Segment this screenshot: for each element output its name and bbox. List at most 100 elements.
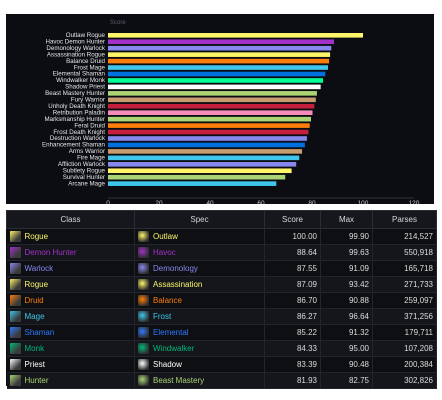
- bar: [108, 33, 363, 38]
- bar: [108, 91, 317, 96]
- category-label: Arcane Mage: [68, 180, 105, 187]
- spec-table-panel: Class Spec Score Max Parses Rogue Outlaw 1…: [6, 210, 437, 389]
- parses-value: 550,918: [372, 244, 437, 261]
- bar: [108, 174, 286, 180]
- parses-value: 200,384: [372, 356, 437, 373]
- table-row[interactable]: Monk Windwalker 84.33 95.00 107,208: [6, 340, 437, 357]
- table-row[interactable]: Warlock Demonology 87.55 91.09 165,718: [6, 260, 437, 277]
- class-name: Mage: [24, 312, 45, 321]
- windwalker-spec-icon: [138, 343, 149, 354]
- class-cell: Druid: [6, 292, 135, 309]
- daggers-icon: [9, 231, 21, 242]
- parses-value: 165,718: [372, 260, 437, 277]
- assassination-spec-icon: [138, 279, 149, 290]
- max-value: 90.48: [320, 356, 373, 373]
- score-chart-panel: Score Outlaw Rogue Havoc Demon Hunter Demon…: [6, 14, 434, 204]
- category-label: Windwalker Monk: [56, 77, 106, 84]
- mage-icon: [9, 311, 21, 322]
- parses-value: 371,256: [372, 308, 437, 325]
- class-cell: Demon Hunter: [6, 244, 135, 261]
- column-header-score[interactable]: Score: [264, 210, 321, 229]
- column-header-max[interactable]: Max: [320, 210, 373, 229]
- daggers-icon: [9, 279, 21, 290]
- balance-spec-icon: [138, 295, 149, 306]
- score-value: 88.64: [264, 244, 321, 261]
- demon-hunter-icon: [9, 247, 21, 258]
- category-label: Fury Warrior: [71, 97, 105, 104]
- x-tick-label: 80: [308, 200, 316, 204]
- score-value: 87.55: [264, 260, 321, 277]
- spec-name: Shadow: [153, 360, 182, 369]
- score-value: 81.93: [264, 372, 321, 389]
- spec-cell: Frost: [134, 308, 265, 325]
- bar: [108, 52, 331, 57]
- class-name: Druid: [24, 296, 44, 305]
- category-label: Unholy Death Knight: [48, 103, 105, 110]
- table-row[interactable]: Priest Shadow 83.39 90.48 200,384: [6, 356, 437, 373]
- category-label: Havoc Demon Hunter: [46, 38, 106, 45]
- category-label: Elemental Shaman: [53, 71, 106, 78]
- spec-name: Windwalker: [153, 344, 195, 353]
- spec-name: Frost: [153, 312, 172, 321]
- category-label: Outlaw Rogue: [66, 32, 106, 39]
- table-row[interactable]: Hunter Beast Mastery 81.93 82.75 302,826: [6, 372, 437, 389]
- shaman-icon: [9, 327, 21, 338]
- column-header-class[interactable]: Class: [6, 210, 135, 229]
- max-value: 95.00: [320, 340, 373, 357]
- table-row[interactable]: Demon Hunter Havoc 88.64 99.63 550,918: [6, 244, 437, 261]
- column-header-parses[interactable]: Parses: [372, 210, 437, 229]
- bar: [108, 123, 310, 128]
- max-value: 93.42: [320, 276, 373, 293]
- score-value: 83.39: [264, 356, 321, 373]
- column-header-spec[interactable]: Spec: [134, 210, 265, 229]
- category-label: Affliction Warlock: [58, 161, 106, 168]
- class-name: Demon Hunter: [24, 248, 77, 257]
- spec-name: Beast Mastery: [153, 376, 205, 385]
- class-name: Monk: [24, 344, 45, 353]
- bar: [108, 136, 307, 141]
- spec-cell: Demonology: [134, 260, 265, 277]
- table-row[interactable]: Rogue Outlaw 100.00 99.90 214,527: [6, 228, 437, 245]
- spec-name: Balance: [153, 296, 182, 305]
- max-value: 91.09: [320, 260, 373, 277]
- parses-value: 214,527: [372, 228, 437, 245]
- category-label: Assassination Rogue: [47, 51, 106, 58]
- chart-title: Score: [110, 20, 126, 26]
- parses-value: 107,208: [372, 340, 437, 357]
- class-cell: Monk: [6, 340, 135, 357]
- bar: [108, 39, 335, 45]
- x-tick-label: 120: [409, 200, 420, 204]
- table-row[interactable]: Druid Balance 86.70 90.88 259,097: [6, 292, 437, 309]
- elemental-spec-icon: [138, 327, 149, 338]
- bar: [108, 103, 315, 109]
- bar: [108, 181, 277, 186]
- spec-name: Elemental: [153, 328, 189, 337]
- max-value: 99.63: [320, 244, 373, 261]
- score-value: 87.09: [264, 276, 321, 293]
- class-name: Shaman: [24, 328, 55, 337]
- bar: [108, 65, 328, 70]
- table-row[interactable]: Mage Frost 86.27 96.64 371,256: [6, 308, 437, 325]
- spec-cell: Windwalker: [134, 340, 265, 357]
- warlock-icon: [9, 263, 21, 274]
- class-name: Rogue: [24, 232, 49, 241]
- category-label: Subtlety Rogue: [63, 167, 106, 174]
- beast-mastery-spec-icon: [138, 375, 149, 386]
- bar: [108, 45, 332, 51]
- category-label: Demonology Warlock: [46, 45, 105, 52]
- bar: [108, 129, 309, 135]
- demonology-spec-icon: [138, 263, 149, 274]
- spec-cell: Shadow: [134, 356, 265, 373]
- spec-cell: Beast Mastery: [134, 372, 265, 389]
- table-header-row: Class Spec Score Max Parses: [6, 210, 437, 229]
- table-row[interactable]: Shaman Elemental 85.22 91.32 179,711: [6, 324, 437, 341]
- monk-icon: [9, 343, 21, 354]
- class-cell: Priest: [6, 356, 135, 373]
- bar: [108, 97, 316, 103]
- class-name: Priest: [24, 360, 45, 369]
- priest-icon: [9, 359, 21, 370]
- table-row[interactable]: Rogue Assassination 87.09 93.42 271,733: [6, 276, 437, 293]
- x-tick-label: 60: [257, 200, 265, 204]
- bar: [108, 58, 330, 64]
